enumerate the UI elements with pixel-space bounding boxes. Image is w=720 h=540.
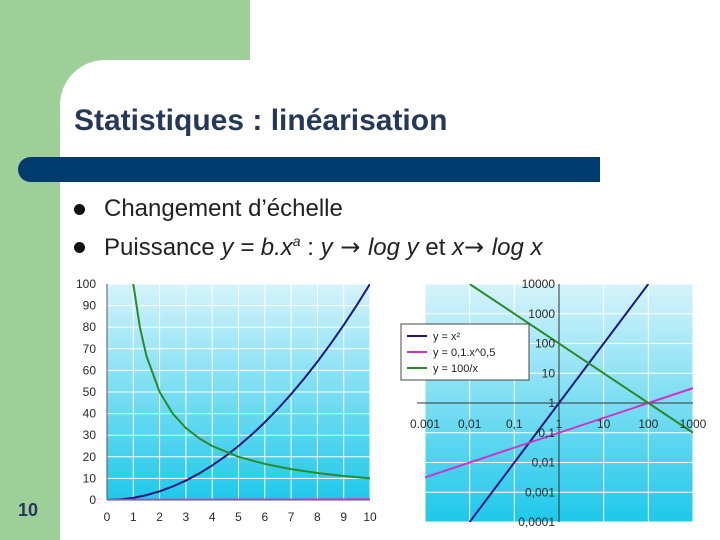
y-tick-label: 0,1 (538, 426, 555, 440)
x-tick-label: 3 (183, 510, 190, 524)
y-tick-label: 60 (83, 363, 97, 377)
bullet-text: Changement d’échelle (104, 195, 343, 223)
legend-label: y = 100/x (433, 363, 478, 375)
y-tick-label: 0,0001 (518, 515, 555, 529)
math-text: x (452, 234, 465, 261)
y-tick-label: 1 (548, 396, 555, 410)
y-tick-label: 70 (83, 342, 97, 356)
y-tick-label: 50 (83, 385, 97, 399)
bullet-text: Puissance y = b.xa : y → log y et x→ log… (104, 233, 542, 262)
x-tick-label: 1 (556, 417, 563, 431)
title-underline-bar (18, 157, 600, 182)
math-text: log x (491, 234, 543, 261)
y-tick-label: 100 (76, 277, 96, 291)
x-tick-label: 7 (288, 510, 295, 524)
x-tick-label: 5 (235, 510, 242, 524)
y-tick-label: 10 (83, 471, 97, 485)
y-tick-label: 30 (83, 428, 97, 442)
series-line-series_inv (132, 284, 370, 480)
y-tick-label: 0,001 (525, 485, 555, 499)
x-tick-label: 9 (340, 510, 347, 524)
chart-legend: y = x² y = 0,1.x^0,5 y = 100/x (400, 323, 530, 381)
legend-label: y = x² (433, 331, 461, 343)
y-tick-label: 20 (83, 450, 97, 464)
x-tick-label: 0,1 (506, 417, 523, 431)
bullet-dot-icon (74, 242, 85, 253)
x-tick-label: 10 (363, 510, 377, 524)
math-text: log y (367, 234, 419, 261)
plain-text: Changement d’échelle (104, 195, 343, 222)
y-tick-label: 0,01 (532, 456, 556, 470)
y-tick-label: 90 (83, 299, 97, 313)
y-tick-label: 0 (89, 493, 96, 507)
series-line-series_sqrt (107, 498, 370, 500)
x-tick-label: 1 (130, 510, 137, 524)
x-tick-label: 0,01 (458, 417, 482, 431)
series-line-series_x2 (468, 284, 650, 522)
x-tick-label: 6 (261, 510, 268, 524)
x-tick-label: 10 (597, 417, 611, 431)
arrow-right-icon: → (332, 233, 368, 261)
math-text: y = b.x (221, 234, 293, 261)
series-line-series_inv (469, 284, 693, 434)
plain-text: Puissance (104, 234, 222, 261)
arrow-right-icon: → (464, 233, 492, 261)
x-tick-label: 8 (314, 510, 321, 524)
y-tick-label: 10000 (522, 277, 556, 291)
plain-text: : (300, 234, 321, 261)
x-tick-label: 0 (104, 510, 111, 524)
y-tick-label: 80 (83, 320, 97, 334)
x-tick-label: 4 (209, 510, 216, 524)
y-tick-label: 10 (542, 366, 556, 380)
y-tick-label: 100 (535, 337, 555, 351)
x-tick-label: 1000 (680, 417, 707, 431)
exponent-text: a (292, 233, 301, 249)
x-tick-label: 0.001 (410, 417, 440, 431)
legend-label: y = 0,1.x^0,5 (433, 347, 495, 359)
math-text: y (320, 234, 333, 261)
bullet-dot-icon (74, 204, 85, 215)
series-line-series_x2 (107, 284, 370, 500)
x-tick-label: 100 (638, 417, 658, 431)
x-tick-label: 2 (156, 510, 163, 524)
slide-number: 10 (18, 500, 39, 520)
y-tick-label: 40 (83, 407, 97, 421)
log-log-chart: 0.001 0,01 0,1 1 10 100 10001000010001001010,1… (400, 277, 707, 529)
plain-text: et (418, 234, 453, 261)
y-tick-label: 1000 (528, 307, 555, 321)
slide-title: Statistiques : linéarisation (74, 104, 448, 137)
